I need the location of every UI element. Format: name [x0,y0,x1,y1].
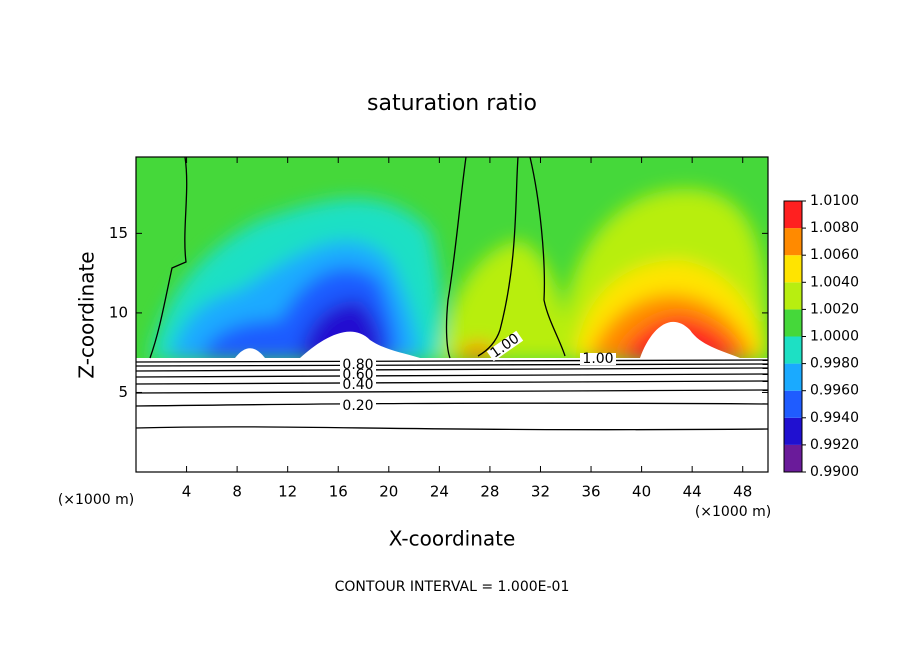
footer-note: CONTOUR INTERVAL = 1.000E-01 [335,579,570,595]
colorbar-band [784,201,802,229]
x-tick-label: 28 [480,483,499,501]
contour-label: 1.00 [582,351,613,367]
contour-lines [136,157,768,431]
colorbar-tick-label: 1.0020 [810,301,859,317]
y-tick-label: 10 [109,303,128,321]
contour-label-bg [340,359,376,371]
contour-line [136,389,768,394]
chart-title: saturation ratio [367,91,537,116]
field [136,157,768,472]
contour-line [136,402,768,407]
colorbar-tick-label: 1.0100 [810,193,859,209]
x-tick-label: 8 [232,483,242,501]
y-unit: (×1000 m) [58,492,134,508]
contour-line [136,363,768,367]
contour-label-bg [340,379,376,391]
contour-line [136,380,768,385]
x-tick-label: 16 [329,483,348,501]
x-tick-label: 4 [182,483,192,501]
plot-frame [135,156,769,473]
colorbar-band [784,336,802,364]
x-tick-label: 20 [379,483,398,501]
colorbar-band [784,444,802,472]
x-axis-label: X-coordinate [389,527,516,551]
colorbar-tick-label: 0.9900 [810,464,859,480]
colorbar-tick-label: 0.9960 [810,383,859,399]
contour-label-bg [486,330,524,362]
x-tick-label: 12 [278,483,297,501]
terrain [136,331,768,472]
colorbar-band [784,417,802,445]
y-tick-label: 15 [109,224,128,242]
contour-label: 0.40 [342,377,373,393]
colorbar-band [784,255,802,283]
field-region [455,342,500,360]
colorbar-tick-label: 1.0060 [810,247,859,263]
contour-line [149,157,188,359]
colorbar-tick-label: 0.9980 [810,356,859,372]
x-tick-label: 24 [430,483,449,501]
terrain [640,321,740,358]
colorbar-band [784,309,802,337]
contour-label: 0.20 [342,398,373,414]
contour-line [136,426,768,431]
y-axis-label: Z-coordinate [75,251,99,378]
field-region [440,240,564,360]
contour-line [529,157,566,357]
x-unit: (×1000 m) [695,504,771,520]
contour-line [136,373,768,378]
y-tick-label: 5 [118,383,128,401]
x-tick-label: 32 [531,483,550,501]
x-tick-label: 40 [632,483,651,501]
colorbar-band [784,390,802,418]
colorbar-band [784,282,802,310]
colorbar-tick-label: 0.9920 [810,437,859,453]
x-tick-label: 44 [683,483,702,501]
colorbar-tick-label: 1.0000 [810,329,859,345]
contour-line [477,157,519,357]
contour-label-bg [340,369,376,381]
colorbar-tick-label: 0.9940 [810,410,859,426]
x-tick-label: 36 [581,483,600,501]
colorbar-band [784,228,802,256]
colorbar-tick-label: 1.0080 [810,220,859,236]
contour-label-bg [580,353,616,365]
colorbar-tick-label: 1.0040 [810,274,859,290]
contour-line [445,157,467,359]
contour-label-bg [340,400,376,412]
contour-line [136,367,768,372]
colorbar-band [784,363,802,391]
x-tick-label: 48 [733,483,752,501]
